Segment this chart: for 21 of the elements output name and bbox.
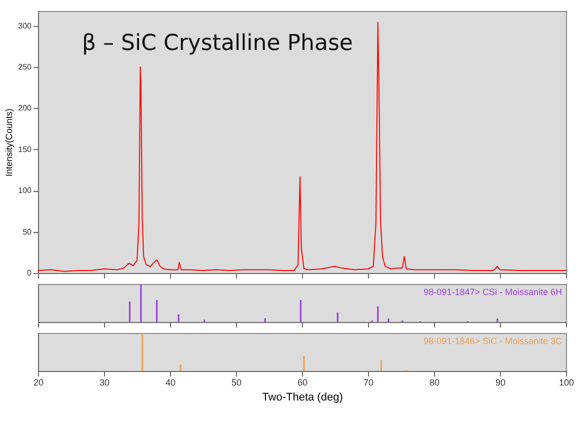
y-tick-label: 100: [18, 186, 32, 196]
x-tick-label: 80: [429, 378, 440, 388]
y-tick-label: 50: [22, 227, 32, 236]
x-tick-label: 70: [363, 378, 374, 388]
x-axis-title: Two-Theta (deg): [262, 392, 343, 404]
y-axis-title: Intensity(Counts): [4, 108, 14, 177]
text: β – SiC Crystalline Phase: [82, 31, 353, 56]
x-tick-label: 40: [165, 378, 176, 388]
text: 98-091-1847> CSi - Moissanite 6H: [424, 287, 562, 297]
y-tick-label: 150: [18, 144, 32, 154]
x-tick-label: 30: [99, 378, 110, 388]
x-tick-label: 100: [558, 378, 574, 388]
y-tick-label: 250: [18, 62, 32, 72]
y-tick-label: 0: [27, 268, 32, 278]
y-tick-label: 300: [18, 21, 32, 30]
x-tick-label: 20: [33, 378, 44, 388]
x-tick-label: 50: [231, 378, 242, 388]
text: 98-091-1846> SiC - Moissanite 3C: [424, 336, 562, 346]
x-tick-label: 60: [297, 378, 308, 388]
y-tick-label: 200: [18, 104, 32, 113]
x-tick-label: 90: [495, 378, 506, 388]
